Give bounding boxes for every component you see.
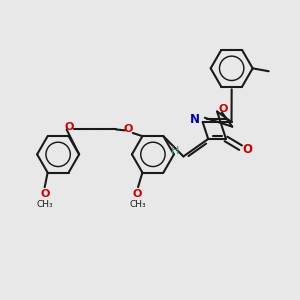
Text: O: O <box>64 122 74 132</box>
Text: H: H <box>171 146 179 156</box>
Text: CH₃: CH₃ <box>129 200 146 209</box>
Text: O: O <box>243 142 253 156</box>
Text: CH₃: CH₃ <box>36 200 53 209</box>
Text: N: N <box>190 113 200 126</box>
Text: O: O <box>219 104 228 114</box>
Text: O: O <box>133 189 142 199</box>
Text: O: O <box>124 124 133 134</box>
Text: O: O <box>40 189 50 199</box>
